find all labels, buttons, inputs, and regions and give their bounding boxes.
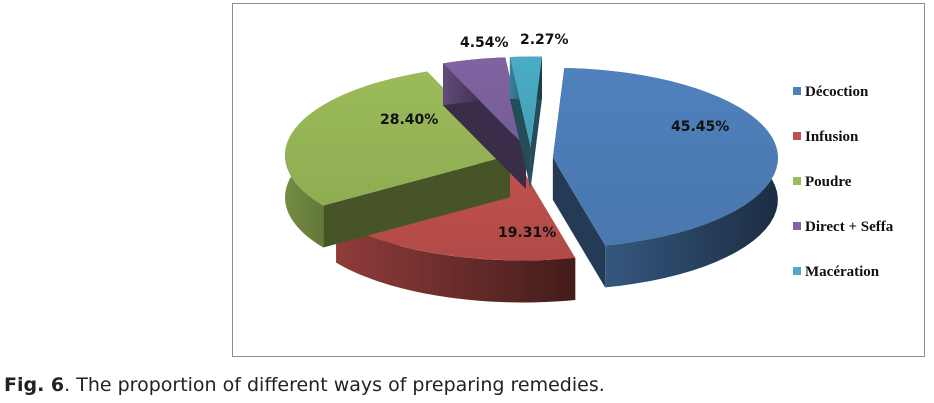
data-label-poudre: 28.40% — [380, 112, 438, 128]
legend-label-2: Infusion — [805, 129, 859, 145]
data-label-maceration: 2.27% — [520, 32, 569, 48]
slice-decoction — [552, 67, 778, 288]
legend-label-1: Décoction — [805, 84, 869, 100]
legend-label-5: Macération — [805, 264, 880, 280]
legend-label-4: Direct + Seffa — [805, 219, 894, 235]
data-label-infusion: 19.31% — [498, 225, 556, 241]
data-label-direct-seffa: 4.54% — [460, 35, 509, 51]
legend-swatch-1 — [793, 87, 801, 95]
slice-maceration — [509, 56, 542, 189]
legend-swatch-5 — [793, 267, 801, 275]
legend: Décoction Infusion Poudre Direct + Seffa Mac… — [793, 84, 894, 280]
legend-label-3: Poudre — [805, 174, 852, 190]
caption-text: . The proportion of different ways of pr… — [64, 374, 605, 396]
figure-caption: Fig. 6. The proportion of different ways… — [4, 374, 605, 396]
legend-swatch-3 — [793, 177, 801, 185]
figure-number: Fig. 6 — [4, 374, 65, 396]
chart-frame: 45.45% 19.31% 28.40% 4.54% 2.27% Décoction In… — [232, 3, 925, 357]
data-label-decoction: 45.45% — [671, 119, 729, 135]
pie-chart: 45.45% 19.31% 28.40% 4.54% 2.27% Décoction In… — [284, 32, 894, 303]
legend-swatch-4 — [793, 222, 801, 230]
legend-swatch-2 — [793, 132, 801, 140]
